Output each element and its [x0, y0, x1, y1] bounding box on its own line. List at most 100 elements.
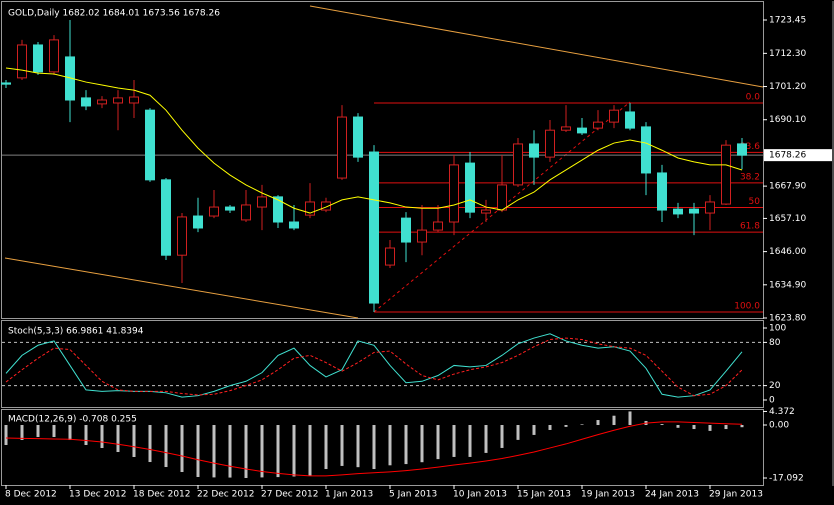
macd-bar	[260, 425, 264, 478]
macd-bar	[708, 425, 712, 431]
candle-body	[225, 206, 235, 211]
macd-bar	[436, 425, 440, 460]
x-tick-label: 8 Dec 2012	[5, 490, 57, 500]
fib-label: 38.2	[740, 172, 760, 182]
moving-average	[5, 67, 743, 214]
candle-body	[49, 39, 59, 73]
macd-bar	[292, 425, 296, 477]
signal-line	[5, 421, 743, 477]
macd-bar	[500, 425, 504, 448]
macd-bar	[564, 425, 568, 427]
candle-body	[129, 96, 139, 104]
candle-body	[33, 44, 43, 73]
y-tick-label: 100	[769, 323, 786, 333]
y-tick-label: 1690.10	[769, 115, 806, 125]
macd-bar	[36, 425, 40, 438]
x-tick-label: 13 Dec 2012	[69, 490, 127, 500]
candle-body	[673, 208, 683, 215]
candle-body	[497, 184, 507, 211]
macd-bar	[308, 425, 312, 476]
fib-label: 50	[749, 197, 761, 207]
macd-bar	[164, 425, 168, 468]
macd-bar	[212, 425, 216, 478]
candle-body	[193, 215, 203, 229]
y-tick-label: 4.372	[769, 407, 795, 417]
candle-body	[97, 99, 107, 105]
trend-line	[4, 257, 359, 319]
candle-body	[721, 144, 731, 205]
macd-bar	[468, 425, 472, 457]
x-tick-label: 10 Jan 2013	[453, 490, 507, 500]
candle-body	[657, 172, 667, 211]
candle-body	[529, 143, 539, 158]
candle-body	[177, 216, 187, 256]
candle-body	[145, 109, 155, 181]
stoch-title: Stoch(5,3,3) 66.9861 41.8394	[8, 327, 144, 337]
x-tick-label: 15 Jan 2013	[517, 490, 571, 500]
macd-bar	[356, 425, 360, 468]
macd-bar	[100, 425, 104, 449]
macd-bar	[420, 425, 424, 463]
candle-body	[257, 196, 267, 208]
macd-panel	[1, 409, 764, 486]
last-price-box	[764, 149, 832, 162]
price-panel	[1, 1, 764, 319]
trend-line	[309, 5, 764, 88]
candle-body	[641, 126, 651, 174]
macd-bar	[692, 425, 696, 430]
candle-body	[417, 229, 427, 243]
macd-bar	[660, 424, 664, 426]
y-tick-label: 1701.20	[769, 82, 806, 92]
candle-body	[737, 143, 747, 156]
panel-frames	[1, 1, 834, 486]
chart-title: GOLD,Daily 1682.02 1684.01 1673.56 1678.…	[8, 9, 220, 19]
x-tick-label: 19 Jan 2013	[581, 490, 635, 500]
x-tick-label: 1 Jan 2013	[325, 490, 373, 500]
y-tick-label: 1646.00	[769, 247, 806, 257]
y-tick-label: 1657.10	[769, 214, 806, 224]
macd-bar	[388, 425, 392, 466]
candle-body	[305, 201, 315, 216]
candle-body	[481, 209, 491, 214]
macd-bar	[724, 425, 728, 430]
candle-body	[705, 201, 715, 214]
candle-body	[433, 221, 443, 231]
macd-bar	[676, 425, 680, 428]
y-tick-label: 0	[769, 396, 775, 406]
macd-bar	[340, 425, 344, 466]
macd-bar	[180, 425, 184, 473]
candle-body	[449, 164, 459, 223]
y-tick-label: 1667.90	[769, 182, 806, 192]
macd-bar	[532, 425, 536, 435]
macd-bar	[68, 425, 72, 441]
candle-body	[401, 217, 411, 243]
fib-label: 61.8	[740, 222, 760, 232]
macd-bar	[452, 425, 456, 457]
x-tick-label: 22 Dec 2012	[197, 490, 255, 500]
stoch-line	[5, 337, 743, 397]
candle-body	[561, 126, 571, 131]
y-tick-label: 80	[769, 338, 781, 348]
macd-bar	[580, 424, 584, 426]
candle-body	[17, 44, 27, 79]
fib-label: 0.0	[746, 92, 761, 102]
macd-title: MACD(12,26,9) -0.708 0.255	[8, 415, 137, 425]
macd-bar	[20, 425, 24, 441]
macd-bar	[228, 425, 232, 478]
y-tick-label: 1723.45	[769, 16, 806, 26]
candle-body	[81, 97, 91, 107]
candle-body	[209, 206, 219, 217]
stoch-line	[5, 333, 743, 398]
candle-body	[321, 201, 331, 211]
last-price-label: 1678.26	[769, 151, 806, 161]
candle-body	[1, 82, 11, 85]
candle-body	[65, 56, 75, 101]
y-tick-label: -17.092	[769, 473, 804, 483]
y-tick-label: 0.00	[769, 421, 789, 431]
macd-bar	[484, 425, 488, 453]
stoch-panel	[1, 320, 764, 408]
candle-body	[289, 221, 299, 229]
candle-body	[689, 208, 699, 214]
macd-bar	[516, 425, 520, 440]
